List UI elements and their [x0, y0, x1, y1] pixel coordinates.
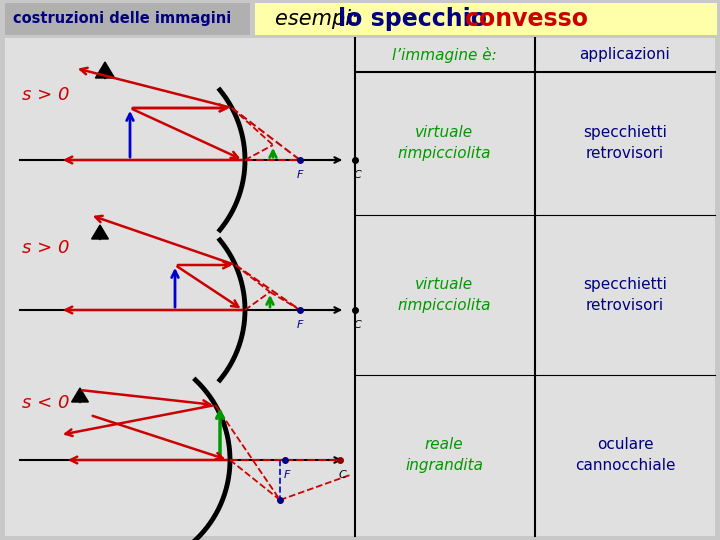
Polygon shape	[95, 62, 114, 78]
Text: specchietti
retrovisori: specchietti retrovisori	[583, 125, 667, 161]
Text: s > 0: s > 0	[22, 86, 70, 104]
FancyBboxPatch shape	[255, 3, 717, 35]
Polygon shape	[71, 388, 89, 402]
Text: costruzioni delle immagini: costruzioni delle immagini	[13, 11, 231, 26]
Text: virtuale
rimpicciolita: virtuale rimpicciolita	[397, 125, 491, 161]
Text: oculare
cannocchiale: oculare cannocchiale	[575, 437, 675, 473]
Text: lo specchio: lo specchio	[338, 7, 495, 31]
Text: convesso: convesso	[465, 7, 588, 31]
Text: s < 0: s < 0	[22, 394, 70, 412]
Polygon shape	[91, 225, 109, 239]
Text: reale
ingrandita: reale ingrandita	[405, 437, 483, 473]
Text: F: F	[297, 320, 303, 330]
Text: C: C	[353, 170, 361, 180]
FancyBboxPatch shape	[5, 38, 715, 536]
Text: l’immagine è:: l’immagine è:	[392, 47, 496, 63]
Text: C: C	[353, 320, 361, 330]
Text: s > 0: s > 0	[22, 239, 70, 257]
Text: esempi:: esempi:	[275, 9, 364, 29]
Text: specchietti
retrovisori: specchietti retrovisori	[583, 277, 667, 313]
Text: F: F	[297, 170, 303, 180]
Text: C: C	[338, 470, 346, 480]
Text: applicazioni: applicazioni	[580, 48, 670, 63]
Text: F: F	[284, 470, 290, 480]
FancyBboxPatch shape	[5, 3, 250, 35]
Text: virtuale
rimpicciolita: virtuale rimpicciolita	[397, 277, 491, 313]
